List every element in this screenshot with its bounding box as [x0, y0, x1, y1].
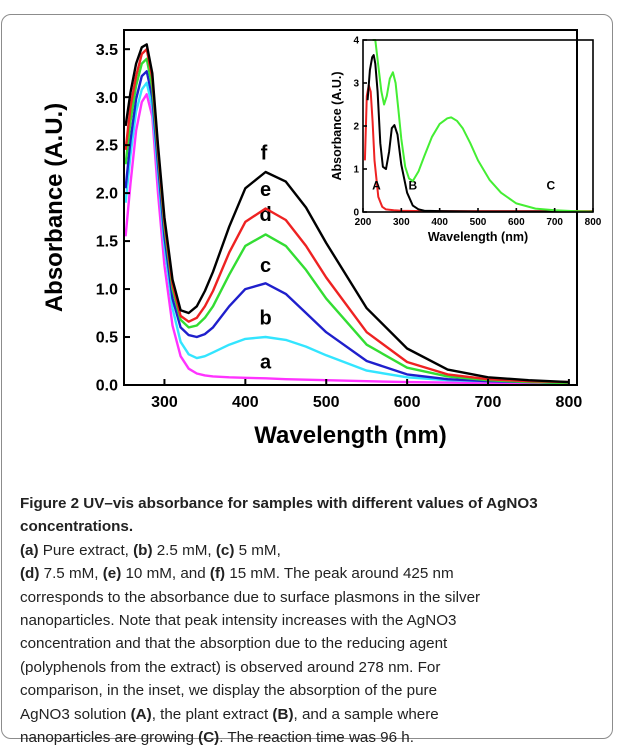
- y-tick-label: 3.0: [96, 90, 118, 107]
- series-label-C: C: [546, 179, 555, 193]
- y-axis-title: Absorbance (A.U.): [330, 71, 344, 180]
- plot-frame: [362, 39, 594, 213]
- caption-ref-A: (A): [130, 705, 152, 723]
- caption-ref-f: (f): [209, 565, 226, 583]
- y-tick-label: 0.5: [96, 330, 118, 347]
- series-label-e: e: [260, 179, 271, 201]
- caption-ref-C: (C): [198, 729, 220, 747]
- caption-line-1: Figure 2 UV–vis absorbance for samples w…: [20, 492, 612, 539]
- series-line-e: [124, 48, 569, 384]
- caption-text: AgNO3 solution: [20, 705, 131, 723]
- y-tick-label: 1: [353, 165, 359, 176]
- caption-text: 10 mM, and: [121, 565, 210, 583]
- series-line-d: [124, 57, 569, 385]
- caption-line-4: corresponds to the absorbance due to sur…: [20, 588, 481, 606]
- x-tick-label: 400: [232, 394, 259, 411]
- y-axis-title: Absorbance (A.U.): [41, 103, 68, 312]
- caption-line-7: (polyphenols from the extract) is observ…: [20, 658, 441, 676]
- caption-text: 15 mM. The peak around 425 nm: [225, 565, 454, 583]
- x-tick-label: 200: [355, 217, 372, 228]
- y-tick-label: 2.5: [96, 138, 118, 155]
- series-line-b: [124, 81, 569, 385]
- caption-ref-b: (b): [133, 541, 153, 559]
- series-label-b: b: [259, 308, 271, 330]
- y-tick-label: 2.0: [96, 186, 118, 203]
- caption-text: Pure extract,: [38, 541, 134, 559]
- caption-line-6: concentration and that the absorption du…: [20, 635, 448, 653]
- x-tick-label: 300: [151, 394, 178, 411]
- x-tick-label: 700: [475, 394, 502, 411]
- y-tick-label: 3.5: [96, 42, 118, 59]
- series-label-f: f: [261, 143, 268, 165]
- caption-text: , the plant extract: [151, 705, 273, 723]
- series-label-c: c: [260, 255, 271, 277]
- figure-frame: [1, 14, 613, 739]
- caption-text: 7.5 mM,: [39, 565, 103, 583]
- caption-line-3: (d) 7.5 mM, (e) 10 mM, and (f) 15 mM. Th…: [20, 562, 612, 585]
- caption-ref-a: (a): [20, 541, 39, 559]
- y-tick-label: 0: [353, 208, 359, 219]
- x-tick-label: 800: [585, 217, 602, 228]
- x-tick-label: 500: [470, 217, 487, 228]
- plot-frame: [123, 29, 578, 386]
- x-tick-label: 600: [394, 394, 421, 411]
- caption-title: Figure 2 UV–vis absorbance for samples w…: [20, 495, 538, 536]
- caption-text: . The reaction time was 96 h.: [219, 729, 414, 747]
- x-tick-label: 800: [556, 394, 583, 411]
- x-tick-label: 400: [431, 217, 448, 228]
- series-line-c: [124, 70, 569, 385]
- y-tick-label: 3: [353, 79, 359, 90]
- caption-text: 5 mM,: [234, 541, 281, 559]
- series-label-B: B: [408, 179, 417, 193]
- y-tick-label: 4: [353, 36, 359, 47]
- caption-text: 2.5 mM,: [152, 541, 216, 559]
- x-tick-label: 500: [313, 394, 340, 411]
- y-tick-label: 1.5: [96, 234, 118, 251]
- y-tick-label: 1.0: [96, 282, 118, 299]
- x-tick-label: 700: [546, 217, 563, 228]
- series-label-a: a: [260, 352, 272, 374]
- main-chart: ab c def 300 400 500 600 700 800 0.0 0.5 1.0 1.5 2.0 2…: [41, 29, 583, 449]
- caption-line-10: nanoparticles are growing (C). The react…: [20, 726, 612, 749]
- x-tick-label: 300: [393, 217, 410, 228]
- series-label-A: A: [372, 179, 381, 193]
- series-line-f: [124, 43, 569, 384]
- x-axis-title: Wavelength (nm): [428, 230, 528, 244]
- x-axis-title: Wavelength (nm): [254, 422, 446, 449]
- series-label-d: d: [259, 204, 271, 226]
- caption-ref-B: (B): [272, 705, 294, 723]
- series-line-C: [372, 39, 594, 213]
- caption-line-2: (a) Pure extract, (b) 2.5 mM, (c) 5 mM,: [20, 539, 612, 562]
- x-tick-label: 600: [508, 217, 525, 228]
- caption-ref-e: (e): [102, 565, 122, 583]
- caption-line-5: nanoparticles. Note that peak intensity …: [20, 612, 457, 630]
- caption-line-9: AgNO3 solution (A), the plant extract (B…: [20, 703, 612, 726]
- figure-caption: Figure 2 UV–vis absorbance for samples w…: [20, 492, 612, 749]
- caption-line-8: comparison, in the inset, we display the…: [20, 682, 438, 700]
- caption-text: , and a sample where: [293, 705, 439, 723]
- y-tick-label: 2: [353, 122, 359, 133]
- caption-ref-c: (c): [215, 541, 235, 559]
- caption-ref-d: (d): [20, 565, 40, 583]
- y-tick-label: 0.0: [96, 378, 118, 395]
- caption-text: nanoparticles are growing: [20, 729, 199, 747]
- inset-chart: A B C 200 300 400 500 600 700 800 0 1 2 3 4 Wavelength …: [330, 36, 602, 245]
